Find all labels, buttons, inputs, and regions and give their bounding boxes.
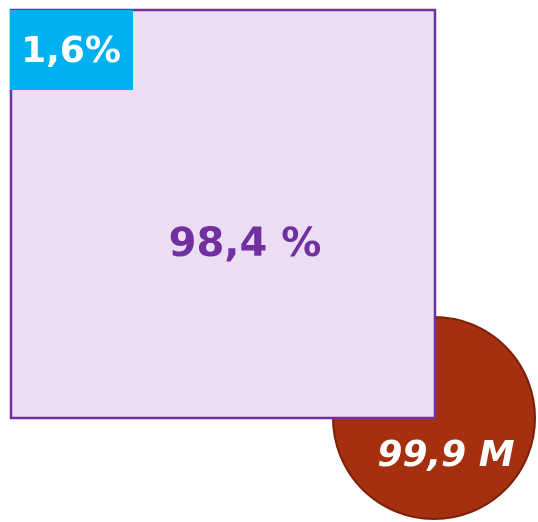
corner-label: 1,6%: [21, 30, 121, 71]
corner-square: [10, 10, 133, 90]
circle-label: 99,9 M: [377, 434, 514, 475]
square-label: 98,4 %: [169, 220, 322, 266]
